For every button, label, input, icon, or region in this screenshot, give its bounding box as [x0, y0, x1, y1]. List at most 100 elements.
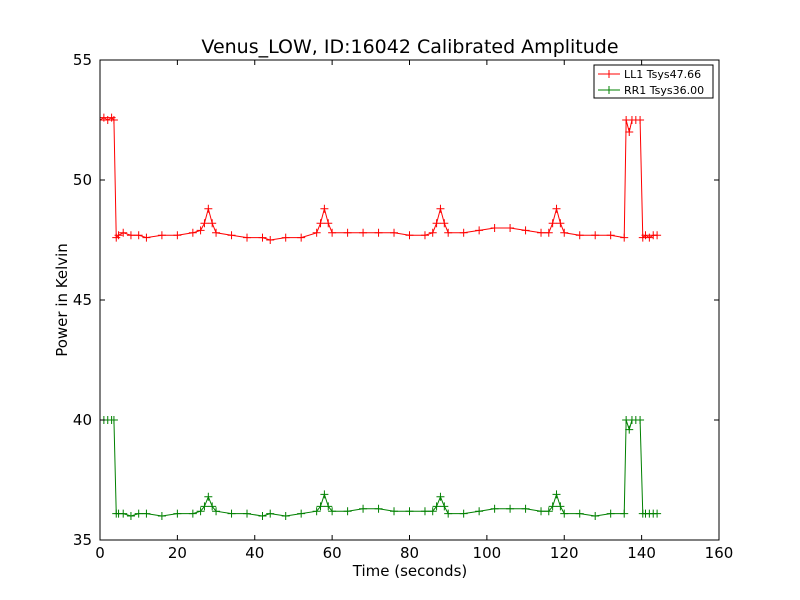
series-0-point-35 — [420, 231, 429, 240]
series-1-point-40 — [444, 509, 453, 518]
series-1-point-50 — [556, 502, 565, 511]
series-0-point-51 — [560, 228, 569, 237]
series-0-point-41 — [459, 228, 468, 237]
series-0-point-20 — [243, 233, 252, 242]
y-tick-label-1: 40 — [73, 411, 92, 429]
legend-marker-0 — [605, 70, 613, 78]
x-axis-label: Time (seconds) — [352, 562, 468, 580]
series-1-point-22 — [266, 509, 275, 518]
series-0-point-54 — [606, 231, 615, 240]
series-1-point-36 — [428, 507, 437, 516]
series-1-point-16 — [204, 492, 213, 501]
series-0-point-18 — [212, 228, 221, 237]
series-0-point-4 — [109, 116, 118, 124]
series-0 — [100, 113, 662, 244]
series-0-point-19 — [227, 231, 236, 240]
series-0-point-65 — [653, 231, 662, 240]
series-1-point-49 — [552, 490, 561, 499]
series-1-point-53 — [591, 512, 600, 520]
series-1-point-15 — [200, 502, 209, 511]
series-0-point-10 — [142, 233, 151, 242]
series-0-point-17 — [208, 219, 217, 228]
series-0-point-42 — [475, 226, 484, 235]
series-0-point-43 — [490, 224, 499, 232]
series-1-point-43 — [490, 504, 499, 513]
x-tick-label-2: 40 — [245, 544, 264, 562]
series-0-point-27 — [320, 204, 329, 213]
series-1-point-25 — [312, 507, 321, 516]
legend-label-1: RR1 Tsys36.00 — [624, 84, 704, 97]
series-0-point-7 — [119, 228, 128, 237]
series-0-point-48 — [548, 219, 557, 228]
series-0-point-49 — [552, 204, 561, 213]
series-0-point-12 — [173, 231, 182, 240]
series-0-point-11 — [157, 231, 166, 240]
y-tick-label-0: 35 — [73, 531, 92, 549]
series-1-point-35 — [420, 507, 429, 516]
series-0-point-25 — [312, 228, 321, 237]
series-1-point-31 — [359, 504, 368, 513]
series-0-point-52 — [575, 231, 584, 240]
series-1-point-10 — [142, 509, 151, 518]
series-1-point-4 — [109, 416, 118, 424]
series-0-point-44 — [506, 224, 515, 232]
ticks-layer: 0 20 40 60 80 100 120 140 160 35 40 45 50 55 — [73, 51, 733, 562]
series-0-point-15 — [200, 219, 209, 228]
legend: LL1 Tsys47.66 RR1 Tsys36.00 — [593, 64, 714, 99]
series-1-point-46 — [537, 507, 546, 516]
series-1-point-14 — [196, 507, 205, 516]
x-tick-label-6: 120 — [550, 544, 579, 562]
y-tick-label-3: 50 — [73, 171, 92, 189]
series-0-point-46 — [537, 228, 546, 237]
series-0-point-53 — [591, 231, 600, 240]
series-1-point-41 — [459, 509, 468, 518]
series-1 — [100, 416, 662, 520]
series-1-point-21 — [258, 512, 267, 520]
y-tick-label-4: 55 — [73, 51, 92, 69]
series-0-point-26 — [316, 219, 325, 228]
series-0-point-50 — [556, 219, 565, 228]
y-tick-label-2: 45 — [73, 291, 92, 309]
series-0-point-32 — [374, 228, 383, 237]
x-tick-label-3: 60 — [323, 544, 342, 562]
series-1-point-34 — [405, 507, 414, 516]
series-0-point-33 — [390, 228, 399, 237]
legend-marker-1 — [605, 86, 613, 94]
series-0-point-24 — [297, 233, 306, 242]
series-1-point-51 — [560, 509, 569, 518]
series-0-point-9 — [134, 231, 143, 240]
series-0-point-16 — [204, 204, 213, 213]
series-0-point-34 — [405, 231, 414, 240]
series-1-point-12 — [173, 509, 182, 518]
series-1-point-32 — [374, 504, 383, 513]
x-tick-label-7: 140 — [627, 544, 656, 562]
chart-title: Venus_LOW, ID:16042 Calibrated Amplitude — [201, 36, 618, 58]
series-1-point-19 — [227, 509, 236, 518]
x-tick-label-0: 0 — [95, 544, 105, 562]
series-0-point-47 — [544, 228, 553, 237]
series-1-point-55 — [620, 509, 629, 518]
series-0-point-8 — [126, 231, 135, 240]
series-1-point-23 — [281, 512, 290, 520]
series-0-point-60 — [636, 116, 645, 124]
series-1-point-65 — [653, 509, 662, 518]
series-1-point-7 — [119, 509, 128, 518]
x-tick-label-4: 80 — [400, 544, 419, 562]
series-0-point-37 — [432, 219, 441, 228]
series-1-point-44 — [506, 504, 515, 513]
series-layer — [100, 113, 662, 520]
series-0-point-21 — [258, 233, 267, 242]
series-1-point-60 — [636, 416, 645, 424]
series-1-point-42 — [475, 507, 484, 516]
y-axis-label: Power in Kelvin — [53, 243, 71, 357]
series-0-point-45 — [521, 226, 530, 235]
series-0-point-40 — [444, 228, 453, 237]
legend-box — [593, 64, 714, 99]
series-0-point-14 — [196, 226, 205, 235]
series-1-point-38 — [436, 492, 445, 501]
series-0-point-36 — [428, 228, 437, 237]
series-1-point-26 — [316, 502, 325, 511]
series-1-point-54 — [606, 509, 615, 518]
series-0-point-6 — [114, 231, 123, 240]
